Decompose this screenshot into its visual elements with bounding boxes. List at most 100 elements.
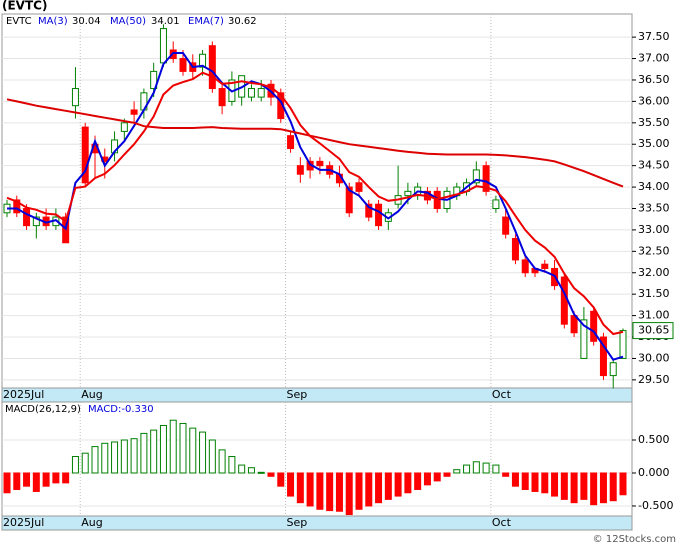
candle-body [560, 276, 568, 325]
macd-bar [375, 472, 383, 504]
macd-bar [62, 472, 70, 484]
y-tick-label: 33.00 [638, 223, 670, 236]
price-tag-label: 30.65 [638, 324, 670, 337]
candle-body [218, 88, 226, 107]
candle-body [71, 88, 79, 107]
macd-bar [159, 424, 167, 474]
x-tick-label: Aug [81, 388, 102, 401]
macd-bar [531, 472, 539, 492]
macd-bar [511, 472, 519, 487]
macd-bar [287, 472, 295, 497]
candle-body [619, 330, 627, 359]
candle-body [404, 190, 412, 197]
y-tick-label: 34.50 [638, 159, 670, 172]
candle-body [482, 165, 490, 192]
macd-bar [619, 472, 627, 496]
macd-bar [326, 472, 334, 512]
macd-bar [218, 449, 226, 474]
macd-bar [238, 464, 246, 474]
macd-bar [179, 423, 187, 474]
macd-bar [130, 438, 138, 474]
x-tick-label: 2025Jul [3, 388, 44, 401]
macd-bar [365, 472, 373, 507]
candle-body [365, 203, 373, 218]
y-tick-label: -0.500 [638, 499, 673, 512]
y-tick-label: 32.00 [638, 266, 670, 279]
candle-body [150, 70, 158, 90]
x-tick-label: 2025Jul [3, 516, 44, 529]
candle-body [247, 88, 255, 98]
macd-bar [433, 472, 441, 482]
candle-body [609, 362, 617, 377]
y-tick-label: 37.50 [638, 30, 670, 43]
macd-bar [13, 472, 21, 490]
y-tick-label: 30.00 [638, 351, 670, 364]
candle-body [521, 259, 529, 274]
legend-value: 30.62 [228, 16, 257, 27]
x-tick-label: Oct [492, 516, 512, 529]
macd-bar [111, 441, 119, 474]
macd-bar [247, 467, 255, 474]
candle-body [355, 182, 363, 192]
legend: EVTC MA(3) 30.04 MA(50) 34.01 EMA(7) 30.… [5, 16, 257, 415]
candle-body [316, 160, 324, 167]
candle-body [13, 199, 21, 214]
candle-body [120, 122, 128, 132]
macd-bar [52, 472, 60, 484]
macd-bar [414, 472, 422, 490]
y-tick-label: 36.50 [638, 73, 670, 86]
candle-body [541, 263, 549, 269]
macd-bar [609, 472, 617, 502]
macd-bar [443, 472, 451, 477]
candle-body [159, 28, 167, 64]
candle-body [345, 186, 353, 214]
macd-bar [384, 472, 392, 500]
macd-bar [228, 455, 236, 474]
candle-body [375, 203, 383, 227]
candle-body [257, 88, 265, 98]
macd-bar [599, 472, 607, 504]
x-tick-label: Sep [287, 516, 308, 529]
macd-bar [453, 469, 461, 474]
macd-bar [541, 472, 549, 494]
macd-bar [257, 471, 265, 474]
candle-body [599, 336, 607, 377]
candle-body [81, 126, 89, 184]
candle-body [32, 216, 40, 227]
macd-bar [140, 432, 148, 474]
macd-bar [3, 472, 11, 494]
y-tick-label: 31.50 [638, 287, 670, 300]
macd-bar [150, 429, 158, 474]
macd-bar [316, 472, 324, 510]
candle-body [208, 45, 216, 90]
macd-bar [42, 472, 50, 487]
candle-body [179, 58, 187, 72]
macd-bar [199, 431, 207, 474]
x-tick-label: Oct [492, 388, 512, 401]
macd-bar [355, 472, 363, 510]
candle-body [492, 199, 500, 209]
legend-entry: MA(3) [38, 16, 68, 27]
marks: 30.65 [3, 24, 674, 516]
y-tick-label: 37.00 [638, 52, 670, 65]
y-tick-label: 29.50 [638, 373, 670, 386]
y-tick-label: 32.50 [638, 244, 670, 257]
macd-bar [169, 419, 177, 474]
macd-bar [521, 472, 529, 490]
macd-bar [404, 472, 412, 494]
candle-body [511, 237, 519, 261]
legend-value: 30.04 [72, 16, 101, 27]
macd-bar [423, 472, 431, 486]
macd-bar [91, 446, 99, 474]
macd-bar [296, 472, 304, 504]
macd-bar [482, 462, 490, 474]
candle-body [296, 165, 304, 175]
macd-current: MACD:-0.330 [88, 404, 154, 415]
candle-body [502, 216, 510, 235]
macd-bar [267, 472, 275, 477]
macd-bar [277, 472, 285, 487]
symbol: EVTC [6, 16, 32, 27]
macd-bar [306, 472, 314, 507]
y-tick-label: 0.500 [638, 433, 670, 446]
